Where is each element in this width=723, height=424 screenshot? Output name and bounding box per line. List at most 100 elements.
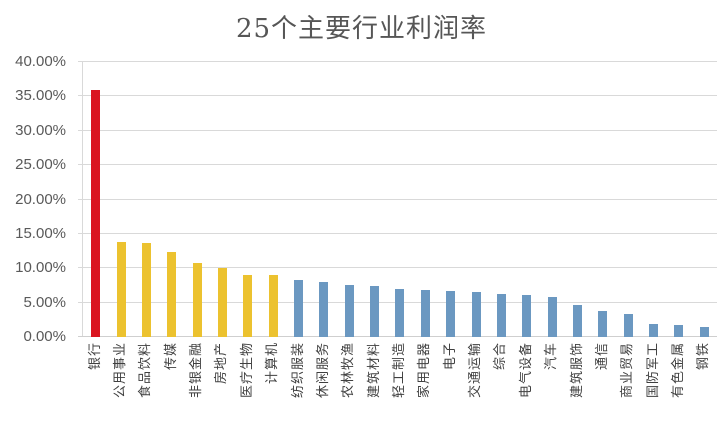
- bar: [623, 313, 633, 337]
- gridline: [78, 95, 717, 97]
- bar: [547, 297, 557, 337]
- gridline: [78, 129, 717, 131]
- plot-area: [78, 61, 717, 337]
- bar: [395, 288, 405, 337]
- x-cell: 传媒: [158, 342, 183, 422]
- x-axis-label: 汽车: [543, 342, 559, 371]
- x-cell: 医疗生物: [234, 342, 259, 422]
- x-cell: 公用事业: [107, 342, 132, 422]
- y-axis-label: 25.00%: [15, 156, 66, 174]
- y-axis-label: 5.00%: [23, 293, 66, 311]
- bar: [243, 275, 253, 337]
- bar: [192, 262, 202, 337]
- bar-cell: [134, 62, 159, 337]
- y-axis-label: 15.00%: [15, 224, 66, 242]
- bar-cell: [438, 62, 463, 337]
- bar-cell: [616, 62, 641, 337]
- y-axis-label: 20.00%: [15, 190, 66, 208]
- bar-cell: [590, 62, 615, 337]
- bar-cell: [387, 62, 412, 337]
- x-cell: 通信: [589, 342, 614, 422]
- bars-row: [83, 62, 717, 337]
- x-cell: 计算机: [260, 342, 285, 422]
- x-axis-label: 银行: [86, 342, 102, 371]
- x-axis-label: 轻工制造: [390, 342, 406, 399]
- bar: [496, 294, 506, 337]
- bar: [141, 242, 151, 337]
- bar-cell: [235, 62, 260, 337]
- x-cell: 房地产: [209, 342, 234, 422]
- gridline: [78, 198, 717, 200]
- x-axis-label: 房地产: [213, 342, 229, 385]
- x-cell: 综合: [488, 342, 513, 422]
- x-cell: 交通运输: [462, 342, 487, 422]
- bar-cell: [692, 62, 717, 337]
- x-axis: 银行 公用事业 食品饮料 传媒 非银金融 房地产 医疗生物 计算机 纺织服装 休闲服务 农林牧渔 建筑…: [82, 342, 716, 422]
- x-cell: 汽车: [538, 342, 563, 422]
- bar-cell: [286, 62, 311, 337]
- x-cell: 钢铁: [691, 342, 716, 422]
- x-axis-label: 计算机: [264, 342, 280, 385]
- x-cell: 食品饮料: [133, 342, 158, 422]
- bar-cell: [311, 62, 336, 337]
- x-cell: 非银金融: [183, 342, 208, 422]
- gridline: [78, 232, 717, 234]
- bar-cell: [489, 62, 514, 337]
- y-axis: 0.00% 5.00% 10.00% 15.00% 20.00% 25.00% 30.00%…: [0, 53, 74, 345]
- bar: [344, 284, 354, 337]
- x-axis-label: 医疗生物: [238, 342, 254, 399]
- bar-cell: [565, 62, 590, 337]
- x-axis-label: 有色金属: [669, 342, 685, 399]
- bar-cell: [108, 62, 133, 337]
- x-cell: 国防军工: [640, 342, 665, 422]
- bar: [268, 275, 278, 337]
- bar: [167, 252, 177, 337]
- x-axis-label: 建筑材料: [365, 342, 381, 399]
- bar: [446, 290, 456, 337]
- bar: [294, 279, 304, 337]
- bar: [598, 310, 608, 337]
- bar-cell: [539, 62, 564, 337]
- y-axis-label: 30.00%: [15, 121, 66, 139]
- chart-title: 25个主要行业利润率: [235, 14, 488, 44]
- x-axis-label: 公用事业: [112, 342, 128, 399]
- x-axis-label: 电气设备: [517, 342, 533, 399]
- x-axis-label: 建筑服饰: [568, 342, 584, 399]
- x-axis-label: 家用电器: [416, 342, 432, 399]
- x-axis-label: 交通运输: [467, 342, 483, 399]
- bar-cell: [159, 62, 184, 337]
- bar: [471, 292, 481, 337]
- x-cell: 电子: [437, 342, 462, 422]
- bar-cell: [463, 62, 488, 337]
- bar: [420, 289, 430, 337]
- bar-cell: [210, 62, 235, 337]
- x-cell: 电气设备: [513, 342, 538, 422]
- bar-cell: [362, 62, 387, 337]
- gridline: [78, 164, 717, 166]
- y-axis-label: 0.00%: [23, 328, 66, 345]
- x-cell: 轻工制造: [386, 342, 411, 422]
- x-cell: 纺织服装: [285, 342, 310, 422]
- x-axis-label: 商业贸易: [619, 342, 635, 399]
- bar-cell: [83, 62, 108, 337]
- bar-cell: [641, 62, 666, 337]
- bar: [674, 325, 684, 337]
- x-cell: 银行: [82, 342, 107, 422]
- bar-cell: [413, 62, 438, 337]
- y-axis-label: 35.00%: [15, 87, 66, 105]
- bar: [116, 242, 126, 337]
- x-cell: 休闲服务: [310, 342, 335, 422]
- x-cell: 家用电器: [412, 342, 437, 422]
- bar: [319, 282, 329, 337]
- x-axis-label: 非银金融: [188, 342, 204, 399]
- x-axis-label: 食品饮料: [137, 342, 153, 399]
- y-axis-label: 10.00%: [15, 259, 66, 277]
- y-axis-label: 40.00%: [15, 53, 66, 70]
- x-axis-label: 纺织服装: [289, 342, 305, 399]
- x-axis-label: 综合: [492, 342, 508, 371]
- x-axis-label: 国防军工: [644, 342, 660, 399]
- x-cell: 有色金属: [665, 342, 690, 422]
- x-axis-label: 通信: [593, 342, 609, 371]
- bar: [217, 268, 227, 337]
